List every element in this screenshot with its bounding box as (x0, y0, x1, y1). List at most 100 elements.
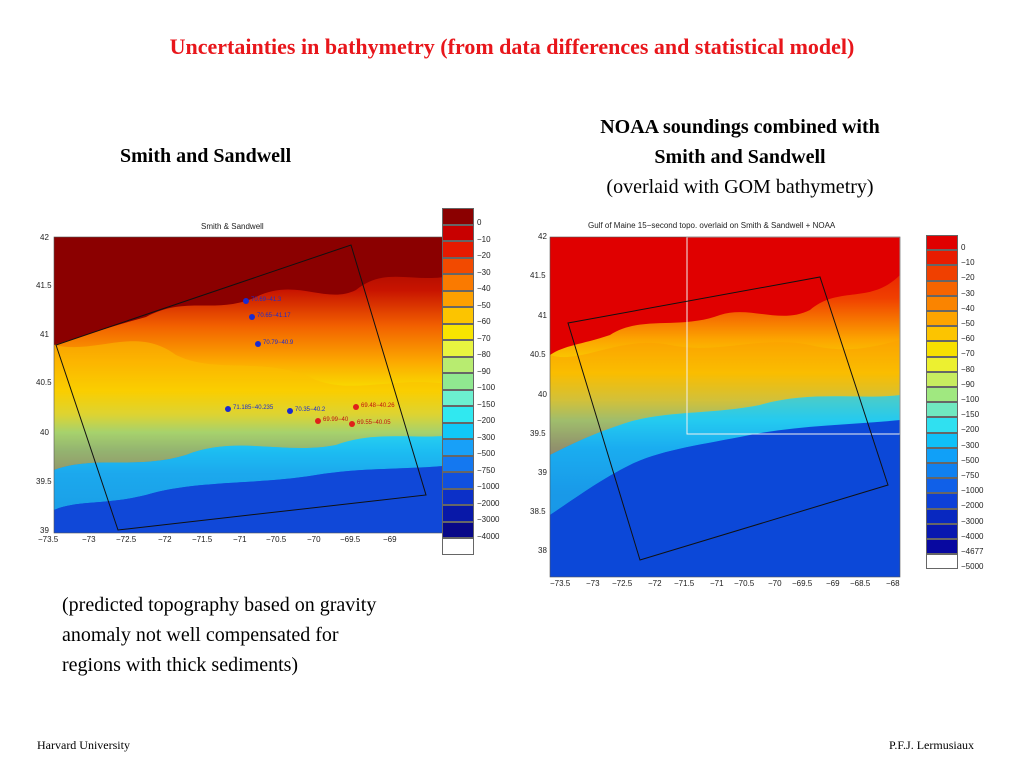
right-heading-line3: (overlaid with GOM bathymetry) (606, 176, 874, 198)
right-panel-heading: NOAA soundings combined with Smith and S… (540, 112, 940, 202)
colorbar-swatch (926, 402, 958, 418)
colorbar-label: −50 (961, 319, 975, 328)
left-ytick-41: 41 (40, 330, 49, 339)
colorbar-label: −150 (477, 399, 496, 409)
left-map-svg (53, 236, 455, 534)
right-xtick-4: −71.5 (674, 579, 695, 588)
colorbar-label: −3000 (961, 516, 984, 526)
right-map-svg (549, 236, 901, 578)
colorbar-swatch (442, 257, 474, 274)
colorbar-swatch (442, 488, 474, 505)
left-point-2 (249, 314, 255, 320)
left-point-5-label: 70.35−40.2 (295, 407, 326, 413)
colorbar-label: −100 (477, 383, 496, 392)
left-map-slope (54, 435, 454, 510)
left-ytick-41-5: 41.5 (36, 281, 52, 290)
left-point-7 (353, 404, 359, 410)
colorbar-swatch (926, 447, 958, 463)
colorbar-label: −300 (961, 440, 980, 450)
slide-title: Uncertainties in bathymetry (from data d… (169, 34, 855, 59)
colorbar-swatch (442, 422, 474, 439)
colorbar-label: −60 (961, 334, 975, 344)
colorbar-swatch (442, 274, 474, 291)
caption-line1: (predicted topography based on gravity (62, 594, 377, 616)
colorbar-swatch (442, 505, 474, 522)
colorbar-label: −750 (477, 465, 496, 475)
colorbar-swatch (926, 463, 958, 479)
colorbar-label: −60 (477, 317, 491, 326)
colorbar-label: −30 (961, 288, 975, 298)
colorbar-swatch (926, 432, 958, 448)
right-xtick-3: −72 (648, 579, 662, 588)
right-ytick-39: 39 (538, 468, 547, 477)
right-domain-box (567, 276, 889, 561)
left-map-shelf (54, 341, 454, 470)
right-xtick-10: −68.5 (850, 579, 871, 588)
colorbar-label: −40 (477, 284, 491, 293)
colorbar-label: −2000 (961, 501, 984, 511)
right-ytick-40-5: 40.5 (530, 350, 546, 359)
left-point-8 (349, 421, 355, 427)
colorbar-label: −300 (477, 432, 496, 442)
colorbar-swatch (442, 389, 474, 406)
right-heading-line2: Smith and Sandwell (654, 146, 826, 168)
left-ytick-42: 42 (40, 233, 49, 242)
right-xtick-2: −72.5 (612, 579, 633, 588)
colorbar-swatch (926, 235, 958, 251)
caption-line3: regions with thick sediments) (62, 654, 299, 676)
colorbar-swatch (442, 406, 474, 423)
left-domain-box (55, 244, 427, 531)
colorbar-swatch (442, 356, 474, 373)
colorbar-swatch (926, 508, 958, 524)
footer-author: P.F.J. Lermusiaux (889, 738, 975, 752)
colorbar-swatch (442, 340, 474, 357)
left-xtick-2: −72.5 (116, 535, 137, 544)
colorbar-swatch (926, 523, 958, 539)
left-xtick-9: −69 (383, 535, 397, 544)
left-ytick-40: 40 (40, 428, 49, 437)
left-panel-heading: Smith and Sandwell (120, 145, 292, 167)
right-ytick-41-5: 41.5 (530, 271, 546, 280)
left-point-3 (255, 341, 261, 347)
colorbar-label: −10 (961, 258, 975, 268)
right-map-deep (550, 420, 900, 577)
colorbar-swatch (926, 356, 958, 372)
left-map-land (54, 237, 454, 345)
left-xtick-5: −71 (233, 535, 247, 544)
right-heading-line1: NOAA soundings combined with (600, 116, 880, 138)
colorbar-swatch (926, 417, 958, 433)
colorbar-label: −3000 (477, 515, 500, 524)
colorbar-label: −30 (477, 267, 491, 277)
left-xtick-8: −69.5 (340, 535, 361, 544)
colorbar-label: −20 (961, 273, 975, 283)
colorbar-swatch (442, 455, 474, 472)
colorbar-swatch (926, 371, 958, 387)
colorbar-swatch (926, 387, 958, 403)
right-ytick-42: 42 (538, 232, 547, 241)
left-point-1-label: 70.69−41.3 (251, 297, 282, 303)
colorbar-swatch (442, 521, 474, 538)
right-ytick-40: 40 (538, 390, 547, 399)
colorbar-label: 0 (961, 243, 966, 252)
colorbar-swatch (926, 250, 958, 266)
colorbar-label: −1000 (961, 486, 984, 496)
colorbar-label: −4677 (961, 547, 984, 556)
left-colorbar: 0 −10 −20 −30 −40 −50 −60 −70 −80 −90 −100 −150 −200… (442, 208, 499, 560)
colorbar-label: −4000 (961, 531, 984, 541)
left-ytick-39: 39 (40, 526, 49, 535)
colorbar-swatch (926, 295, 958, 311)
right-xtick-11: −68 (886, 579, 900, 588)
right-map-shelf (550, 340, 900, 455)
colorbar-label: −200 (477, 416, 496, 425)
colorbar-swatch (926, 554, 958, 570)
colorbar-label: −10 (477, 234, 491, 244)
colorbar-label: 0 (477, 218, 482, 227)
left-xtick-6: −70.5 (266, 535, 287, 544)
colorbar-swatch (926, 311, 958, 327)
colorbar-label: −500 (477, 449, 496, 458)
colorbar-label: −50 (477, 300, 491, 310)
right-ytick-38: 38 (538, 546, 547, 555)
colorbar-label: −1000 (477, 482, 500, 491)
right-map-land (550, 237, 900, 355)
right-map-figure: Gulf of Maine 15−second topo. overlaid o… (520, 215, 1000, 590)
